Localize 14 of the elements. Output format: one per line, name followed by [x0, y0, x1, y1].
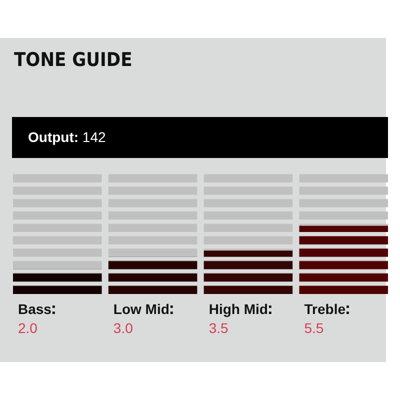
- bar: [13, 269, 102, 294]
- x-tick-label: Bass: [18, 301, 52, 317]
- data-label: 3.0: [113, 320, 134, 336]
- x-tick-label: Low Mid: [113, 301, 170, 317]
- text: Output: 142: [28, 129, 106, 145]
- bar: [108, 256, 198, 294]
- data-label: 5.5: [304, 320, 324, 336]
- chart-title: TONE GUIDE: [14, 49, 132, 71]
- data-label: 3.5: [208, 320, 229, 336]
- data-label: 2.0: [18, 320, 38, 336]
- x-tick-label: Treble: [304, 301, 346, 317]
- bar: [204, 250, 293, 294]
- x-tick-label: High Mid: [208, 301, 268, 317]
- bar: [299, 226, 388, 294]
